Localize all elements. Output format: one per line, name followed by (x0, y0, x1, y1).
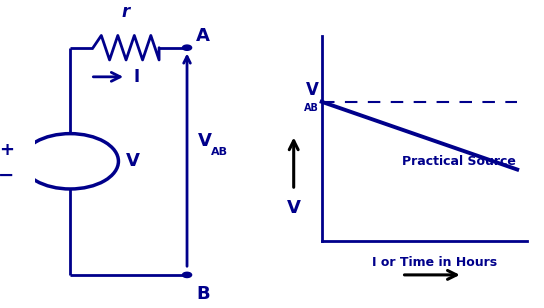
Text: V: V (287, 199, 301, 217)
Circle shape (182, 272, 191, 278)
Text: I or Time in Hours: I or Time in Hours (372, 256, 497, 269)
Text: +: + (0, 141, 14, 159)
Circle shape (182, 45, 191, 50)
Text: V: V (306, 81, 319, 99)
Text: V: V (198, 132, 212, 150)
Text: −: − (0, 166, 14, 185)
Text: AB: AB (304, 103, 319, 113)
Text: Practical Source: Practical Source (402, 155, 516, 168)
Text: V: V (126, 152, 140, 170)
Text: A: A (196, 27, 210, 45)
Text: I: I (134, 68, 140, 86)
Text: AB: AB (211, 147, 228, 157)
Text: B: B (196, 285, 210, 303)
Text: r: r (122, 3, 130, 21)
